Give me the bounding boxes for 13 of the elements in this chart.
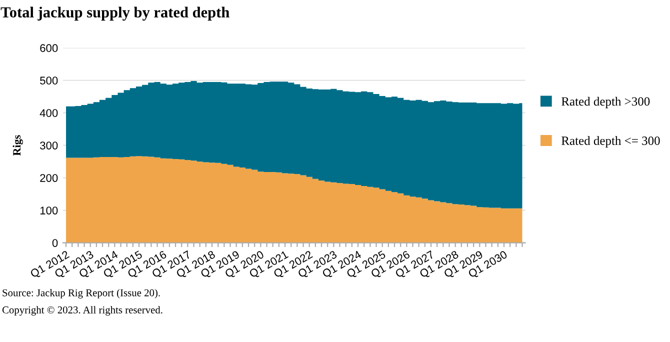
- text: Copyright © 2023. All rights reserved.: [2, 306, 162, 316]
- legend-label: Rated depth <= 300: [562, 136, 660, 148]
- source-note: Source: Jackup Rig Report (Issue 20).: [2, 288, 160, 298]
- legend-label: Rated depth >300: [562, 96, 650, 108]
- y-tick-label: 400: [40, 109, 58, 117]
- y-tick-label: 300: [40, 142, 58, 150]
- y-axis-title: Rigs: [12, 135, 23, 156]
- y-tick-label: 100: [40, 206, 58, 214]
- y-tick-label: 0: [52, 239, 58, 247]
- chart-title: Total jackup supply by rated depth: [0, 6, 230, 21]
- y-tick-label: 600: [40, 44, 58, 52]
- y-tick-label: 500: [40, 76, 58, 85]
- y-tick-label: 200: [40, 174, 58, 182]
